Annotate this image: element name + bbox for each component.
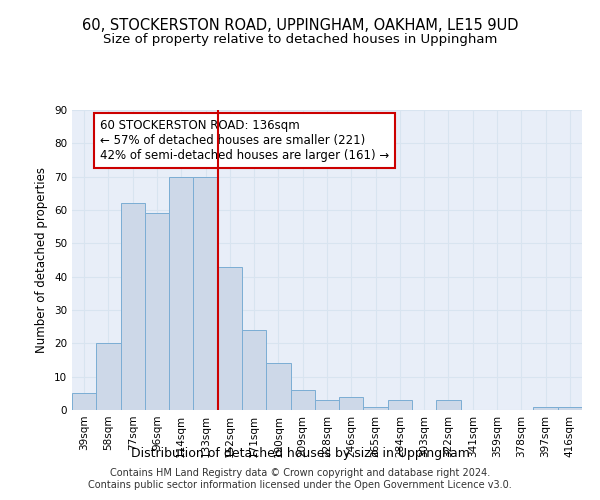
Bar: [364, 406, 388, 410]
Bar: [290, 390, 315, 410]
Bar: [533, 406, 558, 410]
Bar: [121, 204, 145, 410]
Y-axis label: Number of detached properties: Number of detached properties: [35, 167, 49, 353]
Text: 60, STOCKERSTON ROAD, UPPINGHAM, OAKHAM, LE15 9UD: 60, STOCKERSTON ROAD, UPPINGHAM, OAKHAM,…: [82, 18, 518, 32]
Bar: [558, 406, 582, 410]
Text: Contains HM Land Registry data © Crown copyright and database right 2024.
Contai: Contains HM Land Registry data © Crown c…: [88, 468, 512, 490]
Bar: [169, 176, 193, 410]
Bar: [339, 396, 364, 410]
Bar: [266, 364, 290, 410]
Bar: [193, 176, 218, 410]
Bar: [242, 330, 266, 410]
Bar: [315, 400, 339, 410]
Bar: [388, 400, 412, 410]
Bar: [96, 344, 121, 410]
Text: 60 STOCKERSTON ROAD: 136sqm
← 57% of detached houses are smaller (221)
42% of se: 60 STOCKERSTON ROAD: 136sqm ← 57% of det…: [100, 119, 389, 162]
Bar: [218, 266, 242, 410]
Text: Size of property relative to detached houses in Uppingham: Size of property relative to detached ho…: [103, 32, 497, 46]
Bar: [72, 394, 96, 410]
Bar: [145, 214, 169, 410]
Text: Distribution of detached houses by size in Uppingham: Distribution of detached houses by size …: [131, 448, 469, 460]
Bar: [436, 400, 461, 410]
